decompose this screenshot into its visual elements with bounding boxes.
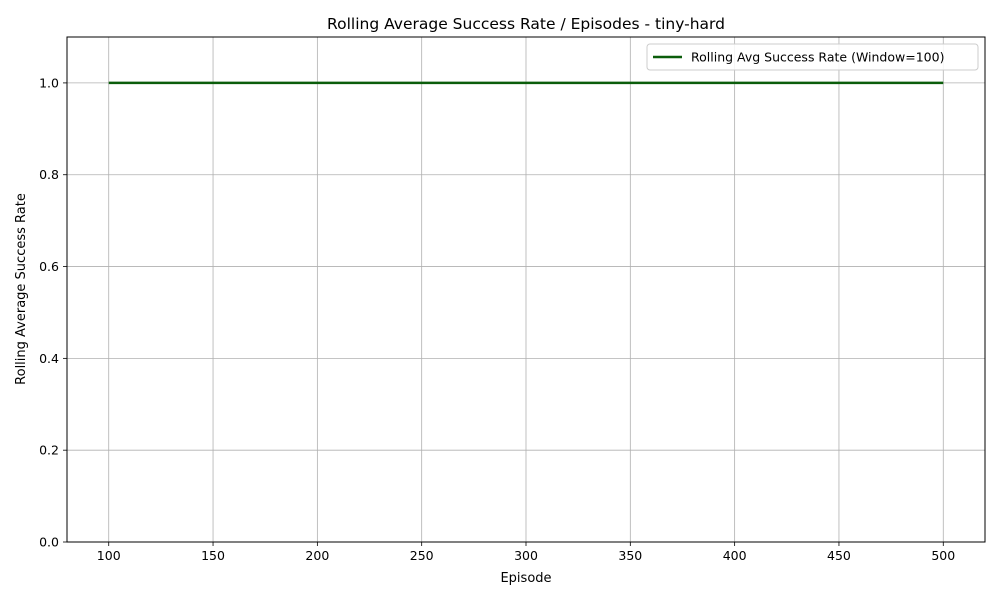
y-tick-label: 0.8 (39, 167, 59, 182)
y-tick-label: 0.2 (39, 443, 59, 458)
x-tick-label: 200 (305, 548, 329, 563)
x-tick-label: 400 (723, 548, 747, 563)
y-tick-label: 1.0 (39, 75, 59, 90)
x-tick-label: 350 (618, 548, 642, 563)
x-tick-label: 300 (514, 548, 538, 563)
x-tick-label: 250 (410, 548, 434, 563)
x-tick-label: 150 (201, 548, 225, 563)
y-tick-label: 0.4 (39, 351, 59, 366)
legend-label: Rolling Avg Success Rate (Window=100) (691, 50, 944, 65)
x-axis-label: Episode (500, 571, 551, 586)
x-tick-label: 500 (931, 548, 955, 563)
x-tick-label: 450 (827, 548, 851, 563)
legend: Rolling Avg Success Rate (Window=100) (646, 43, 979, 71)
y-tick-label: 0.0 (39, 535, 59, 550)
grid (67, 37, 985, 543)
y-axis: 0.0 0.2 0.4 0.6 0.8 1.0 (39, 75, 67, 550)
y-axis-label: Rolling Average Success Rate (14, 193, 29, 385)
legend-box (646, 43, 979, 71)
y-tick-label: 0.6 (39, 259, 59, 274)
x-axis: 100 150 200 250 300 350 400 450 500 (97, 542, 955, 563)
chart-title: Rolling Average Success Rate / Episodes … (327, 15, 725, 33)
x-tick-label: 100 (97, 548, 121, 563)
